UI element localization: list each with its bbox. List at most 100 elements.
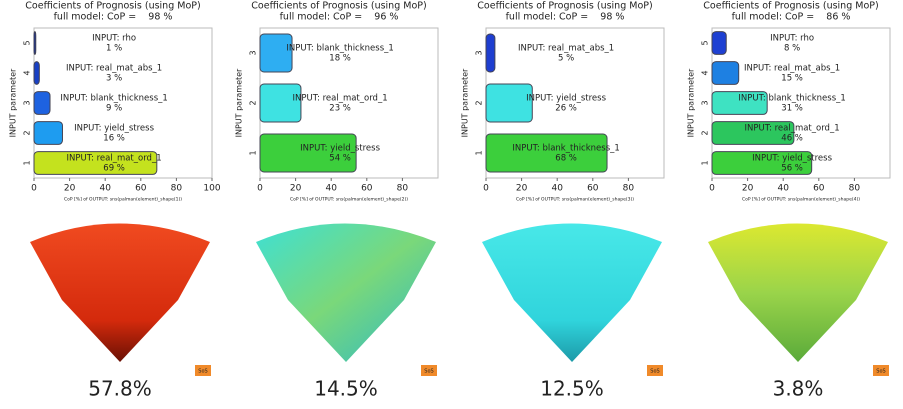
bar-label: INPUT: yield_stress (526, 94, 606, 104)
x-tick-label: 0 (709, 184, 715, 194)
y-tick-label: 3 (249, 50, 258, 55)
y-tick-label: 2 (701, 130, 710, 135)
bar-label: INPUT: real_mat_abs_1 (66, 64, 162, 74)
bar (486, 34, 495, 72)
caption: 3.8% (773, 377, 824, 401)
x-tick-label: 80 (623, 184, 635, 194)
chart-subtitle: full model: CoP = 98 % (54, 12, 173, 23)
y-axis-label: INPUT parameter (9, 68, 18, 137)
bar (34, 92, 50, 115)
x-tick-label: 80 (849, 184, 861, 194)
y-tick-label: 3 (701, 100, 710, 105)
page: INPUT: real_mat_ord_169 %1INPUT: yield_s… (0, 0, 903, 405)
x-tick-label: 60 (361, 184, 373, 194)
y-tick-label: 5 (701, 40, 710, 45)
x-tick-label: 40 (777, 184, 789, 194)
bar-label: INPUT: real_mat_abs_1 (518, 44, 614, 54)
chart-subtitle: full model: CoP = 96 % (280, 12, 399, 23)
bar-label: INPUT: real_mat_ord_1 (745, 124, 840, 134)
value-label: 54 % (329, 154, 351, 164)
value-label: 23 % (329, 104, 351, 114)
badge-label: SoS (198, 369, 207, 375)
x-tick-label: 0 (257, 184, 263, 194)
bar-label: INPUT: real_mat_ord_1 (293, 94, 388, 104)
x-tick-label: 0 (31, 184, 37, 194)
y-tick-label: 3 (475, 50, 484, 55)
caption: 14.5% (314, 377, 378, 401)
bar-label: INPUT: blank_thickness_1 (738, 94, 845, 104)
caption: 57.8% (88, 377, 152, 401)
x-tick-label: 80 (397, 184, 409, 194)
x-axis-label: CoP [%] of OUTPUT: sns(palman(element)_s… (742, 197, 860, 203)
x-tick-label: 60 (813, 184, 825, 194)
value-label: 56 % (781, 164, 803, 174)
value-label: 15 % (781, 74, 803, 84)
bar-label: INPUT: yield_stress (752, 154, 832, 164)
y-tick-label: 4 (23, 70, 32, 75)
bar-label: INPUT: rho (92, 34, 136, 44)
value-label: 5 % (558, 54, 574, 64)
x-tick-label: 40 (99, 184, 111, 194)
x-tick-label: 100 (203, 184, 220, 194)
x-tick-label: 40 (325, 184, 337, 194)
bar-label: INPUT: blank_thickness_1 (286, 44, 393, 54)
x-tick-label: 40 (551, 184, 563, 194)
y-tick-label: 5 (23, 40, 32, 45)
chart-title: Coefficients of Prognosis (using MoP) (477, 1, 652, 12)
y-tick-label: 3 (23, 100, 32, 105)
chart-title: Coefficients of Prognosis (using MoP) (251, 1, 426, 12)
bar (712, 32, 726, 55)
x-tick-label: 80 (171, 184, 183, 194)
y-tick-label: 4 (701, 70, 710, 75)
value-label: 31 % (781, 104, 803, 114)
y-axis-label: INPUT parameter (461, 68, 470, 137)
value-label: 26 % (555, 104, 577, 114)
x-axis-label: CoP [%] of OUTPUT: sns(palman(element)_s… (290, 197, 408, 203)
y-tick-label: 1 (701, 160, 710, 165)
badge-label: SoS (650, 369, 659, 375)
x-tick-label: 0 (483, 184, 489, 194)
value-label: 1 % (106, 44, 122, 54)
value-label: 16 % (103, 134, 125, 144)
bar-label: INPUT: yield_stress (300, 144, 380, 154)
badge-label: SoS (876, 369, 885, 375)
bar (34, 122, 62, 145)
caption: 12.5% (540, 377, 604, 401)
value-label: 8 % (784, 44, 800, 54)
y-axis-label: INPUT parameter (235, 68, 244, 137)
value-label: 3 % (106, 74, 122, 84)
x-tick-label: 60 (135, 184, 147, 194)
chart-subtitle: full model: CoP = 98 % (506, 12, 625, 23)
render (256, 224, 436, 363)
bar-label: INPUT: blank_thickness_1 (512, 144, 619, 154)
render (30, 224, 210, 363)
x-tick-label: 20 (290, 184, 302, 194)
bar (712, 62, 739, 85)
x-axis-label: CoP [%] of OUTPUT: sns(palman(element)_s… (516, 197, 634, 203)
bar-label: INPUT: yield_stress (74, 124, 154, 134)
value-label: 18 % (329, 54, 351, 64)
value-label: 69 % (103, 164, 125, 174)
badge-label: SoS (424, 369, 433, 375)
value-label: 9 % (106, 104, 122, 114)
bar-label: INPUT: blank_thickness_1 (60, 94, 167, 104)
bar (34, 32, 36, 55)
y-tick-label: 1 (249, 150, 258, 155)
y-tick-label: 2 (23, 130, 32, 135)
x-tick-label: 60 (587, 184, 599, 194)
bar-label: INPUT: real_mat_ord_1 (67, 154, 162, 164)
x-axis-label: CoP [%] of OUTPUT: sns(palman(element)_s… (64, 197, 182, 203)
bar (34, 62, 39, 85)
x-tick-label: 20 (742, 184, 754, 194)
y-tick-label: 2 (249, 100, 258, 105)
y-tick-label: 1 (23, 160, 32, 165)
render (482, 224, 662, 363)
chart-title: Coefficients of Prognosis (using MoP) (703, 1, 878, 12)
x-tick-label: 20 (64, 184, 76, 194)
y-tick-label: 2 (475, 100, 484, 105)
y-tick-label: 1 (475, 150, 484, 155)
bar-label: INPUT: real_mat_abs_1 (744, 64, 840, 74)
render (708, 224, 888, 363)
chart-title: Coefficients of Prognosis (using MoP) (25, 1, 200, 12)
value-label: 46 % (781, 134, 803, 144)
